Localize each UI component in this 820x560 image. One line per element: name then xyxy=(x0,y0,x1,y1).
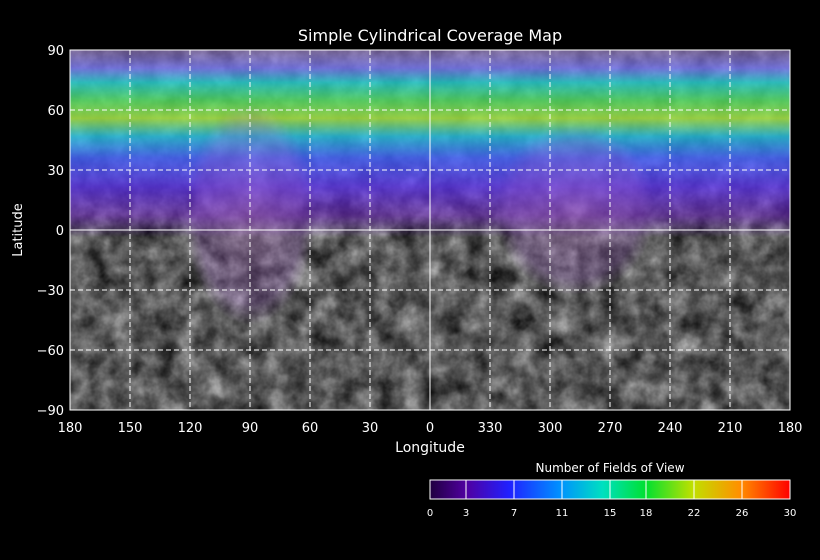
y-axis-label: Latitude xyxy=(11,203,26,257)
coverage-blob-right xyxy=(495,125,655,295)
colorbar-tick-label: 3 xyxy=(463,508,469,519)
y-tick-label: 0 xyxy=(56,224,64,239)
colorbar-tick-label: 22 xyxy=(688,508,701,519)
colorbar-tick-label: 30 xyxy=(784,508,797,519)
y-tick-label: −60 xyxy=(37,344,64,359)
x-axis-ticks: 180 150 120 90 60 30 0 330 300 270 240 210 180 xyxy=(58,421,803,436)
y-axis-ticks: 90 60 30 0 −30 −60 −90 xyxy=(37,44,64,419)
x-tick-label: 30 xyxy=(362,421,379,436)
x-tick-label: 330 xyxy=(478,421,503,436)
x-tick-label: 270 xyxy=(598,421,623,436)
colorbar-tick-label: 11 xyxy=(556,508,569,519)
colorbar-tick-label: 15 xyxy=(604,508,617,519)
y-tick-label: −90 xyxy=(37,404,64,419)
x-tick-label: 90 xyxy=(242,421,259,436)
grid-lines xyxy=(70,50,790,410)
plot-frame xyxy=(69,49,791,411)
y-tick-label: 60 xyxy=(47,104,64,119)
colorbar-tick-label: 7 xyxy=(511,508,517,519)
x-tick-label: 240 xyxy=(658,421,683,436)
chart-title: Simple Cylindrical Coverage Map xyxy=(298,26,562,45)
y-tick-label: 30 xyxy=(47,164,64,179)
y-tick-label: −30 xyxy=(37,284,64,299)
y-tick-label: 90 xyxy=(47,44,64,59)
colorbar-title: Number of Fields of View xyxy=(535,461,684,475)
x-tick-label: 210 xyxy=(718,421,743,436)
colorbar-ticks: 0 3 7 11 15 18 22 26 30 xyxy=(427,480,797,519)
x-tick-label: 180 xyxy=(778,421,803,436)
x-axis-label: Longitude xyxy=(395,440,465,456)
colorbar-tick-label: 18 xyxy=(640,508,653,519)
x-tick-label: 120 xyxy=(178,421,203,436)
x-tick-label: 150 xyxy=(118,421,143,436)
colorbar-tick-label: 26 xyxy=(736,508,749,519)
x-tick-label: 300 xyxy=(538,421,563,436)
colorbar-tick-label: 0 xyxy=(427,508,433,519)
x-tick-label: 180 xyxy=(58,421,83,436)
x-tick-label: 60 xyxy=(302,421,319,436)
x-tick-label: 0 xyxy=(426,421,434,436)
